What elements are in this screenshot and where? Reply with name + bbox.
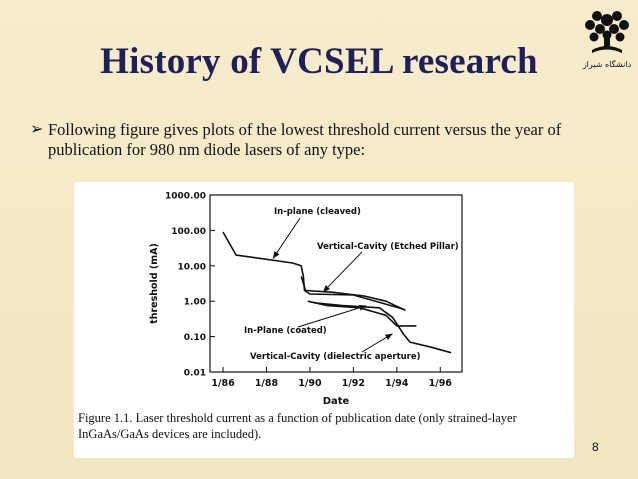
annotation-arrow [297, 305, 367, 328]
annotation-arrowhead [384, 333, 393, 340]
y-tick-label: 0.01 [184, 369, 206, 379]
annotation-label: Vertical-Cavity (dielectric aperture) [250, 352, 421, 362]
page-number: 8 [592, 440, 599, 454]
annotation-arrow [272, 217, 301, 259]
series-line [307, 300, 417, 327]
x-tick-label: 1/92 [342, 378, 365, 389]
university-emblem-icon [585, 11, 629, 53]
annotation-label: In-Plane (coated) [244, 326, 327, 336]
y-tick-label: 0.10 [184, 333, 206, 343]
y-tick-label: 100.00 [171, 227, 206, 237]
y-tick-label: 1.00 [184, 298, 206, 308]
annotation-label: In-plane (cleaved) [274, 207, 361, 217]
threshold-chart: 0.01 0.10 1.00 10.00 100.00 1000.00 1/86 1/88 1/… [149, 192, 463, 407]
x-tick-label: 1/86 [211, 378, 235, 389]
x-tick-label: 1/94 [385, 378, 409, 389]
figure-card: 0.01 0.10 1.00 10.00 100.00 1000.00 1/86 1/88 1/… [74, 182, 574, 458]
slide-title: History of VCSEL research [100, 41, 538, 82]
figure-caption-label: Figure 1.1. [78, 411, 133, 425]
y-tick-label: 10.00 [178, 262, 206, 272]
arrow-bullet-icon: ➢ [30, 121, 44, 138]
series-line [314, 302, 452, 354]
series-line [222, 231, 404, 310]
university-logo: دانشگاه شیراز [582, 11, 632, 69]
figure-caption: Figure 1.1. Laser threshold current as a… [78, 410, 558, 442]
annotation-arrowhead [273, 251, 280, 259]
y-tick-label: 1000.00 [165, 192, 206, 202]
logo-caption: دانشگاه شیراز [582, 59, 632, 69]
annotation-arrowhead [322, 285, 330, 293]
annotation-arrow [322, 251, 363, 293]
annotation-label: Vertical-Cavity (Etched Pillar) [317, 242, 459, 252]
x-tick-label: 1/90 [298, 378, 322, 389]
y-axis-label: threshold (mA) [149, 243, 160, 324]
x-tick-label: 1/96 [429, 378, 453, 389]
bullet-text: Following figure gives plots of the lowe… [48, 120, 562, 159]
annotation-arrowhead [358, 304, 367, 311]
series-line [300, 276, 406, 312]
plot-frame [209, 194, 463, 373]
x-tick-label: 1/88 [255, 378, 279, 389]
figure-caption-text: Laser threshold current as a function of… [78, 411, 517, 441]
x-axis-label: Date [323, 396, 350, 407]
